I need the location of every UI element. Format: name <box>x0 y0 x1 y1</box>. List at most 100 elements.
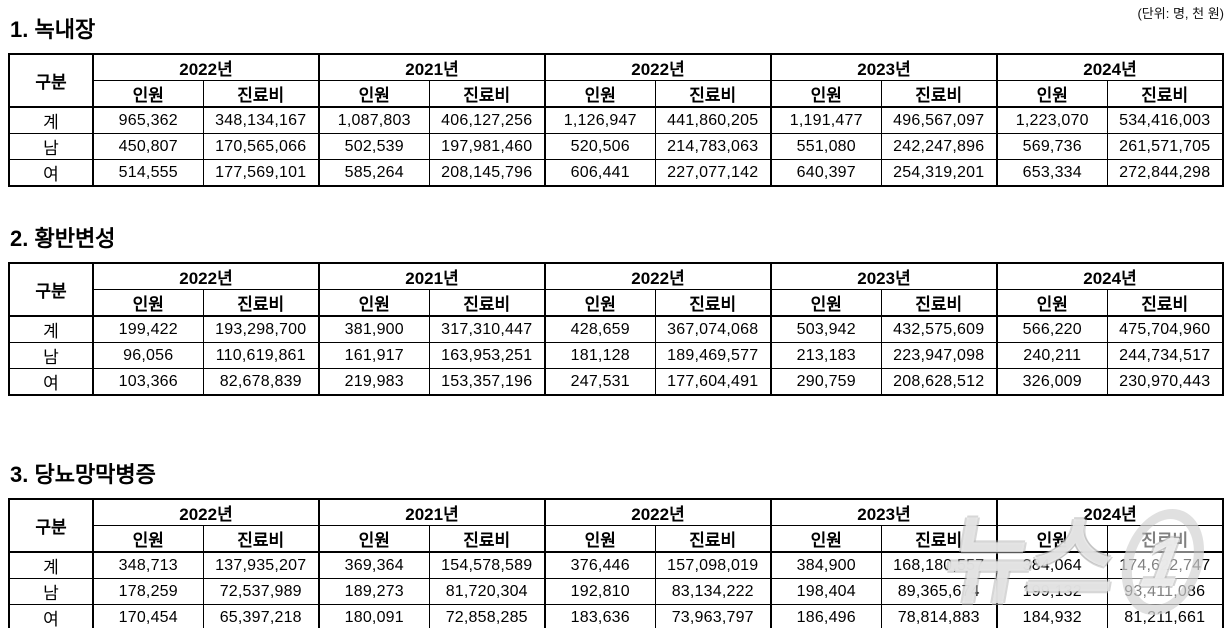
value-cell: 475,704,960 <box>1106 315 1224 343</box>
value-cell: 496,567,097 <box>880 106 998 134</box>
value-cell: 1,126,947 <box>544 106 656 134</box>
subheader-cost-cell: 진료비 <box>1106 525 1224 553</box>
value-cell: 514,555 <box>92 159 204 187</box>
subheader-personnel-cell: 인원 <box>770 525 882 553</box>
value-cell: 192,810 <box>544 578 656 605</box>
value-cell: 406,127,256 <box>428 106 546 134</box>
value-cell: 1,223,070 <box>996 106 1108 134</box>
value-cell: 566,220 <box>996 315 1108 343</box>
section-glaucoma: 1. 녹내장 구분 2022년 2021년 2022년 2023년 2024년 인원 진료비 인… <box>0 17 1231 187</box>
value-cell: 242,247,896 <box>880 133 998 160</box>
value-cell: 369,364 <box>318 551 430 579</box>
table-row: 여 170,454 65,397,218 180,091 72,858,285 183,6… <box>8 604 1224 628</box>
subheader-cost-cell: 진료비 <box>202 80 320 108</box>
value-cell: 965,362 <box>92 106 204 134</box>
value-cell: 1,087,803 <box>318 106 430 134</box>
table-row: 여 514,555 177,569,101 585,264 208,145,796 606… <box>8 159 1224 187</box>
value-cell: 82,678,839 <box>202 368 320 396</box>
year-header-row: 구분 2022년 2021년 2022년 2023년 2024년 <box>8 53 1224 108</box>
value-cell: 384,900 <box>770 551 882 579</box>
year-header-cell: 2023년 <box>770 498 998 526</box>
value-cell: 78,814,883 <box>880 604 998 628</box>
value-cell: 83,134,222 <box>654 578 772 605</box>
value-cell: 183,636 <box>544 604 656 628</box>
row-label-cell: 여 <box>8 159 94 187</box>
value-cell: 157,098,019 <box>654 551 772 579</box>
table-title: 3. 당뇨망막병증 <box>10 462 156 487</box>
value-cell: 348,134,167 <box>202 106 320 134</box>
value-cell: 326,009 <box>996 368 1108 396</box>
value-cell: 230,970,443 <box>1106 368 1224 396</box>
value-cell: 189,469,577 <box>654 342 772 369</box>
subheader-personnel-cell: 인원 <box>92 289 204 317</box>
table-row: 계 199,422 193,298,700 381,900 317,310,447 428… <box>8 315 1224 343</box>
value-cell: 197,981,460 <box>428 133 546 160</box>
value-cell: 376,446 <box>544 551 656 579</box>
row-label-cell: 남 <box>8 342 94 369</box>
subheader-cost-cell: 진료비 <box>202 525 320 553</box>
subheader-personnel-cell: 인원 <box>544 525 656 553</box>
value-cell: 208,628,512 <box>880 368 998 396</box>
value-cell: 180,091 <box>318 604 430 628</box>
value-cell: 223,947,098 <box>880 342 998 369</box>
value-cell: 199,132 <box>996 578 1108 605</box>
row-label-cell: 계 <box>8 315 94 343</box>
value-cell: 272,844,298 <box>1106 159 1224 187</box>
value-cell: 534,416,003 <box>1106 106 1224 134</box>
subheader-cost-cell: 진료비 <box>202 289 320 317</box>
value-cell: 161,917 <box>318 342 430 369</box>
subheader-personnel-cell: 인원 <box>996 80 1108 108</box>
subheader-row: 인원 진료비 인원 진료비 인원 진료비 인원 진료비 인원 진료비 <box>9 525 1224 553</box>
section-diabetic-retinopathy: 3. 당뇨망막병증 구분 2022년 2021년 2022년 2023년 2024년 인원 진… <box>0 462 1231 628</box>
table-row: 남 178,259 72,537,989 189,273 81,720,304 192,8… <box>8 578 1224 605</box>
value-cell: 348,713 <box>92 551 204 579</box>
value-cell: 193,298,700 <box>202 315 320 343</box>
value-cell: 317,310,447 <box>428 315 546 343</box>
subheader-personnel-cell: 인원 <box>318 289 430 317</box>
subheader-cost-cell: 진료비 <box>654 289 772 317</box>
glaucoma-table: 구분 2022년 2021년 2022년 2023년 2024년 인원 진료비 인원 진료비 인원 진… <box>8 53 1224 187</box>
value-cell: 381,900 <box>318 315 430 343</box>
value-cell: 137,935,207 <box>202 551 320 579</box>
value-cell: 96,056 <box>92 342 204 369</box>
value-cell: 163,953,251 <box>428 342 546 369</box>
subheader-personnel-cell: 인원 <box>770 289 882 317</box>
value-cell: 432,575,609 <box>880 315 998 343</box>
year-header-cell: 2023년 <box>770 262 998 290</box>
table-row: 계 348,713 137,935,207 369,364 154,578,589 376… <box>8 551 1224 579</box>
value-cell: 154,578,589 <box>428 551 546 579</box>
row-label-cell: 계 <box>8 106 94 134</box>
table-row: 남 450,807 170,565,066 502,539 197,981,460 520… <box>8 133 1224 160</box>
year-header-cell: 2021년 <box>318 53 546 81</box>
year-header-cell: 2022년 <box>544 498 772 526</box>
value-cell: 72,858,285 <box>428 604 546 628</box>
value-cell: 244,734,517 <box>1106 342 1224 369</box>
table-row: 남 96,056 110,619,861 161,917 163,953,251 181,… <box>8 342 1224 369</box>
value-cell: 174,622,747 <box>1106 551 1224 579</box>
value-cell: 1,191,477 <box>770 106 882 134</box>
subheader-cost-cell: 진료비 <box>880 289 998 317</box>
value-cell: 93,411,086 <box>1106 578 1224 605</box>
section-macular-degeneration: 2. 황반변성 구분 2022년 2021년 2022년 2023년 2024년 인원 진료비… <box>0 226 1231 396</box>
subheader-cost-cell: 진료비 <box>654 525 772 553</box>
value-cell: 181,128 <box>544 342 656 369</box>
year-header-cell: 2021년 <box>318 262 546 290</box>
row-label-cell: 계 <box>8 551 94 579</box>
diabetic-retinopathy-table: 구분 2022년 2021년 2022년 2023년 2024년 인원 진료비 인원 진료비 인원 진… <box>8 498 1224 628</box>
subheader-cost-cell: 진료비 <box>428 80 546 108</box>
value-cell: 110,619,861 <box>202 342 320 369</box>
subheader-cost-cell: 진료비 <box>1106 289 1224 317</box>
value-cell: 219,983 <box>318 368 430 396</box>
subheader-personnel-cell: 인원 <box>544 289 656 317</box>
year-header-cell: 2022년 <box>92 262 320 290</box>
year-header-cell: 2022년 <box>544 262 772 290</box>
year-header-cell: 2024년 <box>996 262 1224 290</box>
subheader-personnel-cell: 인원 <box>92 80 204 108</box>
subheader-personnel-cell: 인원 <box>996 289 1108 317</box>
value-cell: 168,180,557 <box>880 551 998 579</box>
value-cell: 227,077,142 <box>654 159 772 187</box>
subheader-personnel-cell: 인원 <box>318 525 430 553</box>
value-cell: 177,569,101 <box>202 159 320 187</box>
value-cell: 247,531 <box>544 368 656 396</box>
